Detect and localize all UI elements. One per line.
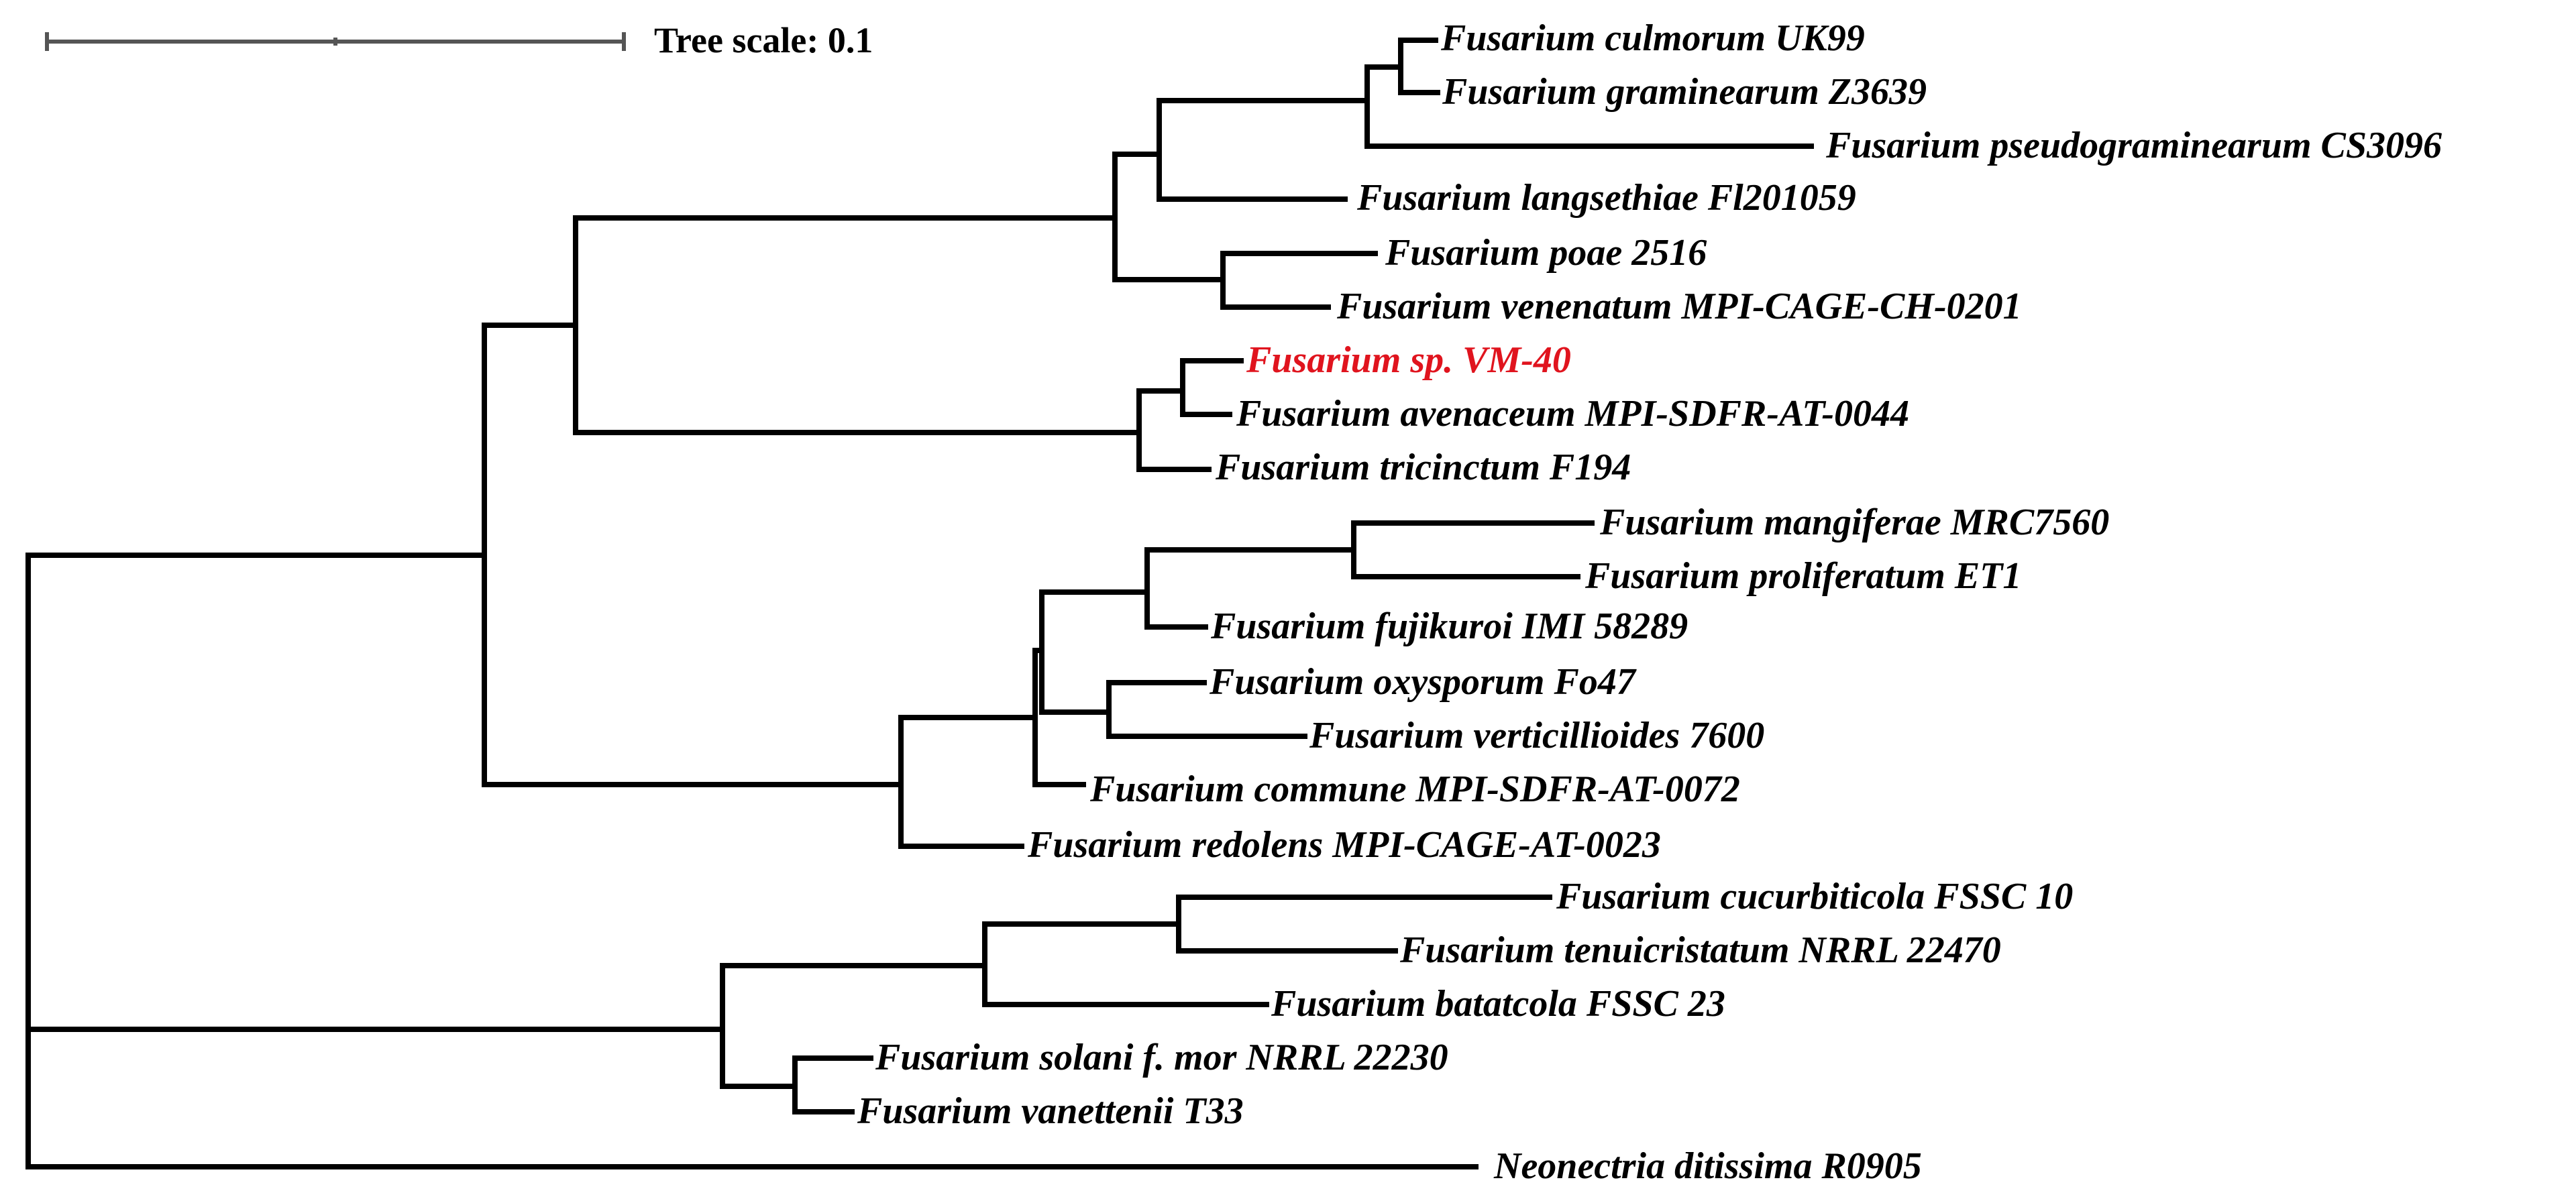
- taxon-label: Fusarium poae 2516: [1385, 232, 1707, 274]
- taxon-label: Fusarium culmorum UK99: [1440, 17, 1865, 59]
- taxon-label: Fusarium vanettenii T33: [857, 1090, 1244, 1132]
- taxon-label: Fusarium oxysporum Fo47: [1209, 661, 1637, 703]
- taxon-label: Fusarium batatcola FSSC 23: [1271, 983, 1725, 1025]
- taxon-label: Fusarium fujikuroi IMI 58289: [1210, 606, 1688, 647]
- taxon-label: Fusarium cucurbiticola FSSC 10: [1556, 876, 2073, 917]
- tree-scale-bar: [45, 32, 626, 51]
- taxon-label: Neonectria ditissima R0905: [1493, 1145, 1922, 1187]
- taxon-label: Fusarium verticillioides 7600: [1309, 715, 1764, 756]
- taxon-label: Fusarium graminearum Z3639: [1442, 71, 1927, 113]
- tree-scale-label: Tree scale: 0.1: [654, 20, 873, 60]
- taxon-label: Fusarium redolens MPI-CAGE-AT-0023: [1027, 824, 1661, 866]
- taxon-label: Fusarium tenuicristatum NRRL 22470: [1399, 929, 2001, 971]
- taxon-label-highlighted: Fusarium sp. VM-40: [1246, 339, 1571, 381]
- taxon-label: Fusarium langsethiae Fl201059: [1356, 177, 1856, 219]
- taxon-label: Fusarium pseudograminearum CS3096: [1825, 125, 2442, 166]
- tree-branches: [25, 38, 1814, 1169]
- taxon-label: Fusarium commune MPI-SDFR-AT-0072: [1089, 768, 1740, 810]
- taxon-label: Fusarium solani f. mor NRRL 22230: [875, 1037, 1448, 1078]
- taxon-label: Fusarium proliferatum ET1: [1585, 555, 2021, 597]
- taxon-label: Fusarium mangiferae MRC7560: [1599, 502, 2109, 543]
- taxon-label: Fusarium avenaceum MPI-SDFR-AT-0044: [1236, 393, 1909, 435]
- taxon-label: Fusarium venenatum MPI-CAGE-CH-0201: [1336, 286, 2022, 327]
- taxon-label: Fusarium tricinctum F194: [1215, 447, 1631, 488]
- taxon-labels: Fusarium culmorum UK99 Fusarium graminea…: [857, 17, 2442, 1187]
